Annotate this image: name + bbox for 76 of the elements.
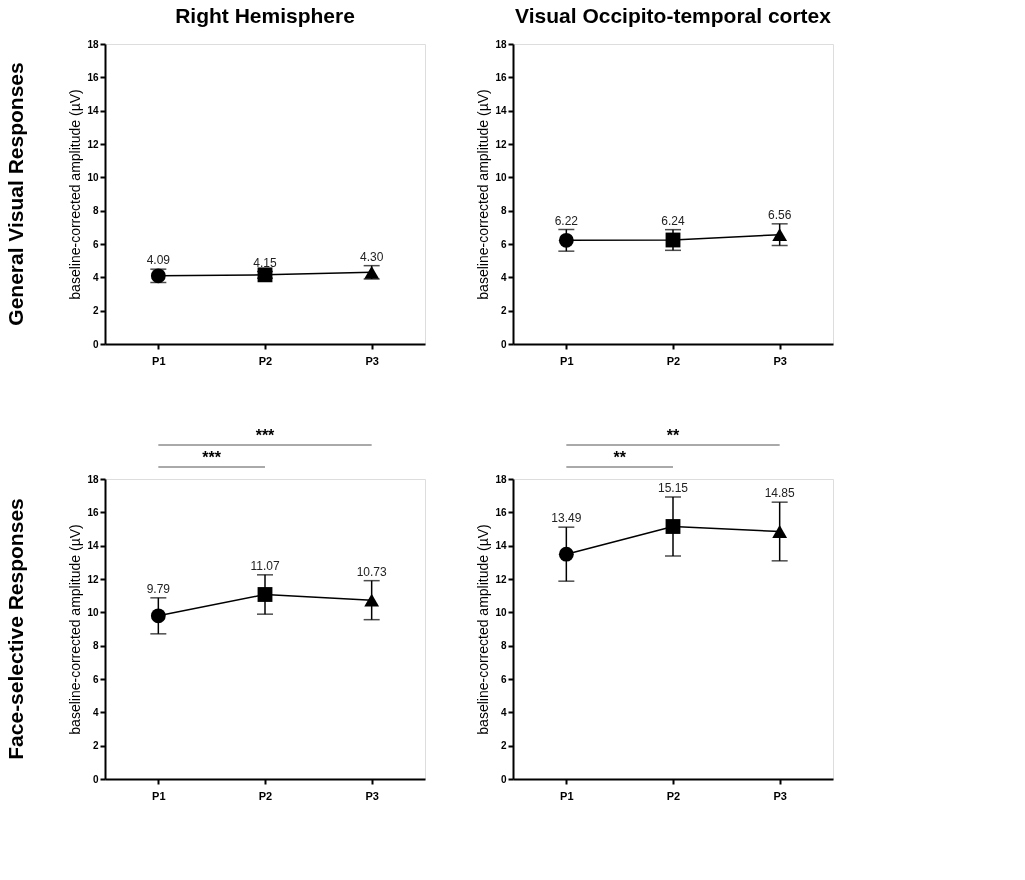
data-label: 14.85 bbox=[764, 486, 796, 501]
y-tick-label: 10 bbox=[87, 171, 99, 183]
y-tick-label: 8 bbox=[92, 640, 99, 652]
data-label: 13.49 bbox=[551, 511, 582, 526]
y-tick-label: 18 bbox=[87, 38, 99, 50]
x-tick-label: P2 bbox=[258, 354, 273, 367]
y-tick-label: 12 bbox=[495, 138, 507, 150]
y-tick-label: 4 bbox=[92, 271, 99, 283]
x-tick-label: P1 bbox=[560, 789, 574, 802]
y-tick-label: 10 bbox=[495, 171, 507, 183]
y-tick-label: 14 bbox=[495, 105, 507, 117]
y-axis-title: baseline-corrected amplitude (µV) bbox=[475, 89, 492, 300]
data-label: 9.79 bbox=[146, 581, 171, 596]
x-tick-label: P1 bbox=[152, 789, 166, 802]
y-tick-label: 12 bbox=[495, 573, 507, 585]
y-tick-label: 6 bbox=[500, 673, 507, 685]
y-tick-label: 16 bbox=[495, 506, 507, 518]
x-tick-label: P1 bbox=[152, 354, 166, 367]
x-tick-label: P2 bbox=[666, 354, 681, 367]
y-tick-label: 0 bbox=[500, 773, 507, 785]
data-label: 15.15 bbox=[657, 481, 689, 495]
y-tick-label: 2 bbox=[92, 305, 99, 317]
y-tick-label: 6 bbox=[500, 238, 507, 250]
y-tick-label: 4 bbox=[92, 706, 99, 718]
y-tick-label: 8 bbox=[500, 640, 507, 652]
y-tick-label: 10 bbox=[495, 606, 507, 618]
y-tick-label: 4 bbox=[500, 706, 507, 718]
y-tick-label: 10 bbox=[87, 606, 99, 618]
y-tick-label: 8 bbox=[92, 205, 99, 217]
data-label: 4.30 bbox=[359, 249, 384, 264]
y-tick-label: 18 bbox=[495, 38, 507, 50]
y-tick-label: 16 bbox=[495, 71, 507, 83]
y-tick-label: 18 bbox=[495, 473, 507, 485]
x-tick-label: P2 bbox=[258, 789, 273, 802]
data-label: 6.56 bbox=[767, 207, 792, 222]
y-tick-label: 12 bbox=[87, 138, 99, 150]
y-tick-label: 16 bbox=[87, 71, 99, 83]
text: ** bbox=[666, 427, 680, 444]
y-tick-label: 18 bbox=[87, 473, 99, 485]
y-tick-label: 14 bbox=[87, 105, 99, 117]
x-tick-label: P3 bbox=[365, 789, 379, 802]
x-tick-label: P3 bbox=[773, 789, 787, 802]
y-tick-label: 14 bbox=[495, 540, 507, 552]
y-tick-label: 6 bbox=[92, 673, 99, 685]
x-tick-label: P2 bbox=[666, 789, 681, 802]
y-axis-title: baseline-corrected amplitude (µV) bbox=[67, 524, 84, 735]
y-tick-label: 2 bbox=[500, 740, 507, 752]
text: *** bbox=[202, 449, 222, 466]
y-tick-label: 14 bbox=[87, 540, 99, 552]
chart-title: Visual Occipito-temporal cortex bbox=[515, 4, 832, 27]
y-tick-label: 12 bbox=[87, 573, 99, 585]
y-axis-title: baseline-corrected amplitude (µV) bbox=[475, 524, 492, 735]
y-tick-label: 8 bbox=[500, 205, 507, 217]
data-label: 6.22 bbox=[554, 213, 579, 228]
y-tick-label: 4 bbox=[500, 271, 507, 283]
data-label: 4.09 bbox=[146, 253, 171, 268]
data-label: 11.07 bbox=[250, 558, 280, 573]
text: ** bbox=[613, 449, 627, 466]
data-label: 4.15 bbox=[253, 255, 277, 270]
text: Face-selective Responses bbox=[4, 498, 27, 760]
y-tick-label: 0 bbox=[500, 338, 507, 350]
y-tick-label: 2 bbox=[500, 305, 507, 317]
y-tick-label: 0 bbox=[92, 338, 99, 350]
x-tick-label: P1 bbox=[560, 354, 574, 367]
data-label: 10.73 bbox=[356, 564, 388, 579]
text: General Visual Responses bbox=[4, 62, 27, 326]
y-axis-title: baseline-corrected amplitude (µV) bbox=[67, 89, 84, 300]
text: *** bbox=[255, 427, 276, 444]
y-tick-label: 16 bbox=[87, 506, 99, 518]
x-tick-label: P3 bbox=[773, 354, 787, 367]
data-label: 6.24 bbox=[661, 213, 685, 228]
chart-title: Right Hemisphere bbox=[175, 4, 355, 27]
y-tick-label: 6 bbox=[92, 238, 99, 250]
y-tick-label: 0 bbox=[92, 773, 99, 785]
y-tick-label: 2 bbox=[92, 740, 99, 752]
x-tick-label: P3 bbox=[365, 354, 379, 367]
